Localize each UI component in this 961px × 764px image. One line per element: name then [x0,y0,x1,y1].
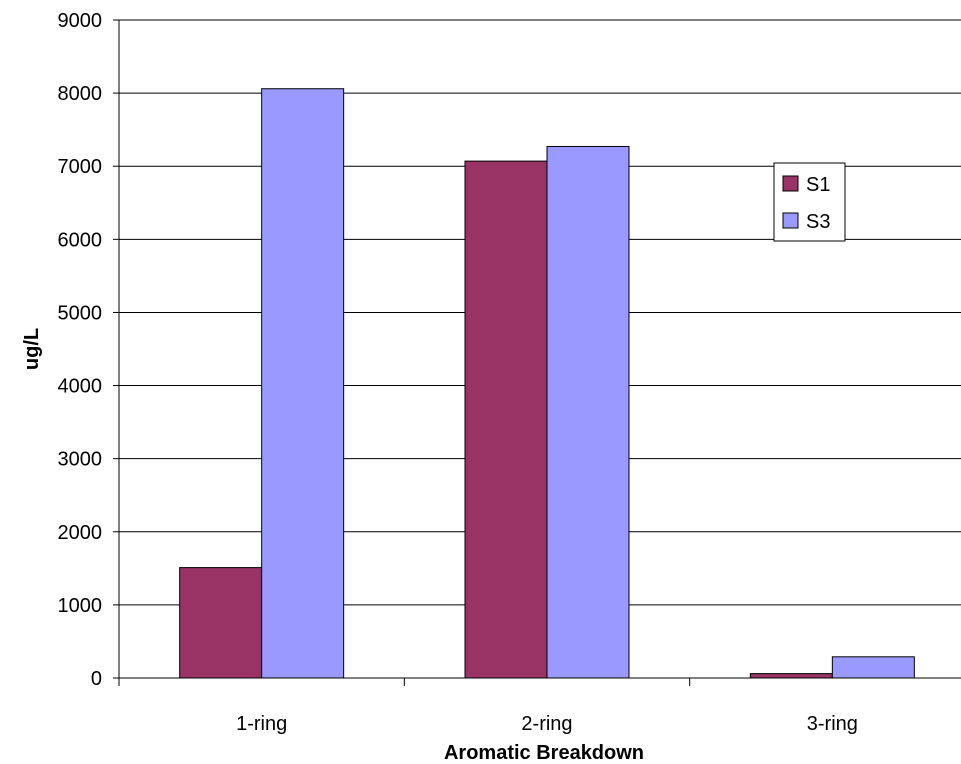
bar-s1-1-ring [179,567,263,679]
y-tick-label: 8000 [58,83,103,105]
y-tick-label: 0 [91,668,102,690]
y-tick-label: 1000 [58,595,103,617]
legend-label-s3: S3 [806,211,830,233]
legend-label-s1: S1 [806,174,830,196]
axes [113,19,961,686]
x-tick-label: 2-ring [521,713,572,735]
bar-s3-3-ring [831,656,915,679]
y-tick-label: 5000 [58,302,103,324]
y-tick-label: 7000 [58,156,103,178]
y-tick-label: 4000 [58,376,103,398]
x-tick-label: 3-ring [807,713,858,735]
bar-s1-2-ring [464,160,548,679]
y-tick-label: 3000 [58,449,103,471]
y-axis-title: ug/L [21,328,43,370]
legend-swatch-s3 [782,212,799,229]
x-axis-title: Aromatic Breakdown [444,742,644,764]
y-tick-label: 2000 [58,522,103,544]
x-tick-labels: 1-ring 2-ring 3-ring [236,713,858,735]
y-tick-label: 6000 [58,229,103,251]
bar-s3-2-ring [546,145,630,679]
bar-s3-1-ring [261,88,345,679]
x-tick-label: 1-ring [236,713,287,735]
bar-s1-3-ring [749,673,833,679]
y-tick-labels: 0 1000 2000 3000 4000 5000 6000 7000 8000 9000 [58,10,103,690]
bars [179,88,915,679]
legend-swatch-s1 [782,175,799,192]
legend: S1 S3 [773,162,846,242]
y-tick-label: 9000 [58,10,103,32]
